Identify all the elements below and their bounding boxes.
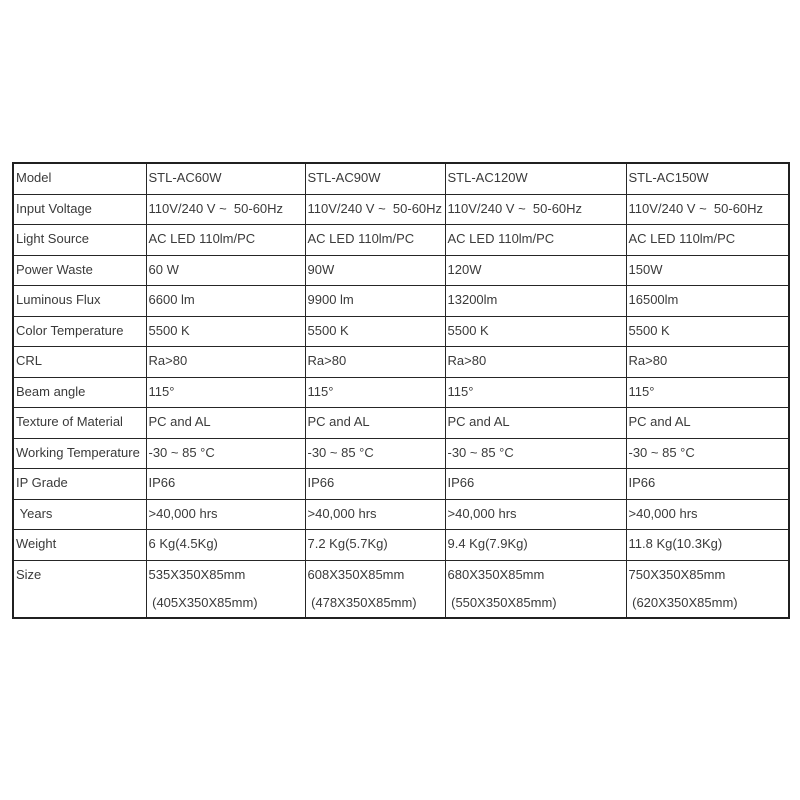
spec-cell: 120W	[444, 254, 627, 286]
spec-cell: Ra>80	[145, 346, 306, 378]
spec-cell: 16500lm	[625, 285, 790, 317]
spec-cell: PC and AL	[444, 407, 627, 439]
row-label-input-voltage: Input Voltage	[12, 193, 147, 225]
spec-cell: 5500 K	[145, 315, 306, 347]
spec-cell: AC LED 110lm/PC	[444, 224, 627, 256]
spec-cell: 11.8 Kg(10.3Kg)	[625, 529, 790, 561]
table-row-size: Size 535X350X85mm (405X350X85mm) 608X350…	[12, 559, 790, 618]
spec-cell: STL-AC90W	[304, 162, 446, 195]
row-label-model: Model	[12, 162, 147, 195]
row-label-light-source: Light Source	[12, 224, 147, 256]
table-row-color-temperature: Color Temperature 5500 K 5500 K 5500 K 5…	[12, 315, 790, 347]
spec-cell: 9900 lm	[304, 285, 446, 317]
spec-cell: 6600 lm	[145, 285, 306, 317]
row-label-size: Size	[12, 559, 147, 618]
spec-cell: -30 ~ 85 °C	[444, 437, 627, 469]
spec-cell: 6 Kg(4.5Kg)	[145, 529, 306, 561]
row-label-texture-of-material: Texture of Material	[12, 407, 147, 439]
table-row-beam-angle: Beam angle 115° 115° 115° 115°	[12, 376, 790, 408]
spec-cell: PC and AL	[304, 407, 446, 439]
spec-cell: 5500 K	[304, 315, 446, 347]
row-label-color-temperature: Color Temperature	[12, 315, 147, 347]
spec-cell: 608X350X85mm (478X350X85mm)	[304, 559, 446, 618]
row-label-beam-angle: Beam angle	[12, 376, 147, 408]
table-row-power-waste: Power Waste 60 W 90W 120W 150W	[12, 254, 790, 286]
spec-cell: >40,000 hrs	[304, 498, 446, 530]
spec-cell: 115°	[625, 376, 790, 408]
table-row-input-voltage: Input Voltage 110V/240 V ~ 50-60Hz 110V/…	[12, 193, 790, 225]
spec-cell: >40,000 hrs	[145, 498, 306, 530]
table-row-model: Model STL-AC60W STL-AC90W STL-AC120W STL…	[12, 162, 790, 195]
spec-cell: 5500 K	[625, 315, 790, 347]
row-label-crl: CRL	[12, 346, 147, 378]
row-label-luminous-flux: Luminous Flux	[12, 285, 147, 317]
spec-cell: 115°	[304, 376, 446, 408]
spec-cell: 115°	[444, 376, 627, 408]
spec-cell: AC LED 110lm/PC	[625, 224, 790, 256]
table-row-ip-grade: IP Grade IP66 IP66 IP66 IP66	[12, 468, 790, 500]
spec-cell: IP66	[444, 468, 627, 500]
spec-cell: 90W	[304, 254, 446, 286]
spec-cell: 750X350X85mm (620X350X85mm)	[625, 559, 790, 618]
row-label-years: Years	[12, 498, 147, 530]
spec-cell: 9.4 Kg(7.9Kg)	[444, 529, 627, 561]
row-label-weight: Weight	[12, 529, 147, 561]
spec-cell: 150W	[625, 254, 790, 286]
spec-cell: STL-AC60W	[145, 162, 306, 195]
spec-cell: IP66	[625, 468, 790, 500]
spec-cell: Ra>80	[625, 346, 790, 378]
spec-cell: PC and AL	[145, 407, 306, 439]
spec-cell: Ra>80	[444, 346, 627, 378]
spec-cell: IP66	[304, 468, 446, 500]
row-label-power-waste: Power Waste	[12, 254, 147, 286]
spec-cell: 110V/240 V ~ 50-60Hz	[145, 193, 306, 225]
table-row-luminous-flux: Luminous Flux 6600 lm 9900 lm 13200lm 16…	[12, 285, 790, 317]
spec-cell: STL-AC120W	[444, 162, 627, 195]
spec-cell: 110V/240 V ~ 50-60Hz	[625, 193, 790, 225]
table-row-working-temperature: Working Temperature -30 ~ 85 °C -30 ~ 85…	[12, 437, 790, 469]
spec-cell: 60 W	[145, 254, 306, 286]
table-row-light-source: Light Source AC LED 110lm/PC AC LED 110l…	[12, 224, 790, 256]
spec-cell: 7.2 Kg(5.7Kg)	[304, 529, 446, 561]
row-label-working-temperature: Working Temperature	[12, 437, 147, 469]
spec-cell: >40,000 hrs	[444, 498, 627, 530]
spec-cell: -30 ~ 85 °C	[145, 437, 306, 469]
spec-cell: 110V/240 V ~ 50-60Hz	[444, 193, 627, 225]
product-spec-table: Model STL-AC60W STL-AC90W STL-AC120W STL…	[12, 162, 790, 619]
spec-cell: -30 ~ 85 °C	[625, 437, 790, 469]
spec-cell: -30 ~ 85 °C	[304, 437, 446, 469]
spec-cell: IP66	[145, 468, 306, 500]
table-row-years: Years >40,000 hrs >40,000 hrs >40,000 hr…	[12, 498, 790, 530]
table-row-texture-of-material: Texture of Material PC and AL PC and AL …	[12, 407, 790, 439]
spec-cell: 535X350X85mm (405X350X85mm)	[145, 559, 306, 618]
spec-cell: STL-AC150W	[625, 162, 790, 195]
table-row-weight: Weight 6 Kg(4.5Kg) 7.2 Kg(5.7Kg) 9.4 Kg(…	[12, 529, 790, 561]
spec-cell: >40,000 hrs	[625, 498, 790, 530]
spec-cell: 115°	[145, 376, 306, 408]
row-label-ip-grade: IP Grade	[12, 468, 147, 500]
spec-cell: 680X350X85mm (550X350X85mm)	[444, 559, 627, 618]
spec-cell: 5500 K	[444, 315, 627, 347]
spec-cell: PC and AL	[625, 407, 790, 439]
table-row-crl: CRL Ra>80 Ra>80 Ra>80 Ra>80	[12, 346, 790, 378]
spec-cell: 110V/240 V ~ 50-60Hz	[304, 193, 446, 225]
spec-cell: Ra>80	[304, 346, 446, 378]
spec-cell: AC LED 110lm/PC	[304, 224, 446, 256]
spec-cell: 13200lm	[444, 285, 627, 317]
spec-cell: AC LED 110lm/PC	[145, 224, 306, 256]
